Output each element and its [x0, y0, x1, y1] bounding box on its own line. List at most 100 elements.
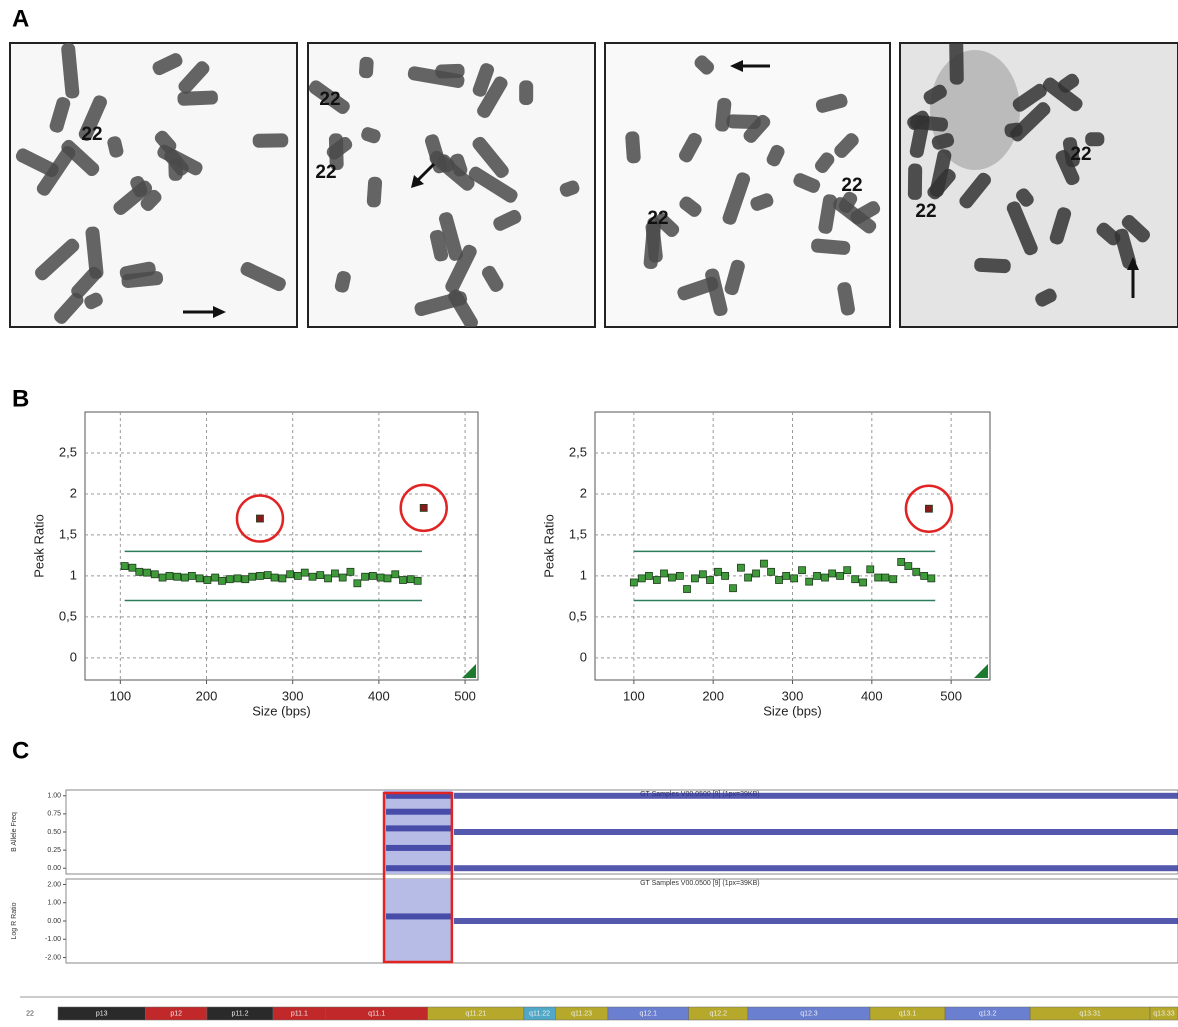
panel-label: B	[12, 385, 29, 412]
chromosomes	[308, 56, 580, 327]
chromosome	[793, 173, 821, 193]
chromosome	[359, 56, 374, 79]
band-label: q11.22	[529, 1010, 550, 1017]
data-point	[920, 572, 929, 580]
data-point	[782, 572, 791, 580]
chromosome	[177, 90, 218, 106]
data-point	[316, 571, 325, 579]
chromosome	[1096, 222, 1121, 246]
data-point	[836, 572, 844, 580]
chromosome	[654, 213, 680, 237]
data-point	[399, 576, 407, 584]
highlight-circle	[399, 483, 448, 533]
x-axis-label: Size (bps)	[763, 703, 822, 718]
chromosome	[959, 172, 991, 209]
data-point	[241, 575, 250, 584]
data-point	[645, 572, 653, 580]
y-tick-label: 0.00	[47, 918, 61, 925]
data-point	[714, 567, 722, 576]
y-tick-label: 0	[580, 649, 587, 664]
chromosome	[481, 265, 504, 292]
y-axis-label: Peak Ratio	[31, 514, 46, 578]
y-tick-label: 0	[70, 649, 77, 664]
data-point	[925, 504, 933, 513]
y-tick-label: 0.25	[47, 847, 61, 854]
chromosome	[811, 238, 851, 255]
data-point	[300, 568, 309, 577]
data-point	[729, 584, 737, 593]
y-tick-label: 0.00	[47, 865, 61, 872]
chromosome	[54, 292, 84, 324]
chromosome	[766, 144, 785, 167]
data-point	[376, 573, 385, 582]
y-tick-label: 0,5	[59, 608, 77, 623]
data-point	[737, 563, 745, 572]
data-point	[165, 572, 174, 580]
chromosome	[818, 194, 837, 234]
data-point	[308, 572, 317, 581]
y-tick-label: 2,5	[569, 444, 587, 459]
y-tick-label: 0.50	[47, 829, 61, 836]
chromosome	[519, 80, 534, 106]
chromosome	[252, 133, 289, 148]
data-point	[331, 569, 339, 578]
highlight-region	[384, 790, 452, 874]
band-label: q13.33	[1153, 1010, 1175, 1017]
data-segment	[386, 808, 452, 815]
chromosome	[429, 229, 449, 262]
chromosome	[334, 271, 351, 293]
band-label: q13.2	[979, 1010, 997, 1017]
chromosome-label: 22	[1070, 144, 1091, 165]
chromosome	[1042, 77, 1083, 112]
chromosome	[84, 292, 103, 310]
chromosome	[445, 244, 477, 294]
data-point	[293, 572, 302, 580]
data-point	[629, 578, 638, 587]
data-point	[881, 573, 890, 582]
x-tick-label: 400	[368, 688, 390, 703]
chromosome	[113, 180, 153, 215]
data-point	[181, 573, 189, 582]
chromosome	[240, 261, 286, 292]
data-segment	[386, 865, 452, 872]
chromosome	[743, 114, 771, 143]
data-point	[843, 566, 852, 575]
y-tick-label: 1.00	[47, 793, 61, 800]
chromosome	[85, 226, 104, 279]
chromosome	[931, 133, 955, 150]
band-label: q13.1	[899, 1010, 917, 1017]
chromosomes	[15, 43, 289, 324]
chromosome	[472, 63, 495, 97]
x-tick-label: 100	[623, 688, 645, 703]
chromosome	[15, 148, 59, 178]
band	[1149, 1006, 1178, 1021]
chromosome	[472, 136, 509, 179]
data-point	[859, 578, 867, 587]
data-point	[813, 572, 821, 580]
data-point	[256, 572, 264, 580]
y-tick-label: 1,5	[569, 526, 587, 541]
chromosome	[366, 176, 383, 208]
chromosome	[1006, 201, 1038, 256]
data-point	[675, 572, 684, 580]
chromosome	[1016, 188, 1034, 207]
chromosome	[168, 159, 183, 181]
plot-title: GT Samples V00.0500 [9] (1px=39KB)	[640, 880, 760, 887]
data-point	[324, 574, 332, 583]
data-segment	[453, 829, 1178, 835]
arrows	[183, 60, 1139, 318]
data-segment	[453, 792, 1178, 799]
chromosome	[152, 53, 183, 76]
chromosome	[78, 95, 107, 141]
y-tick-label: -2.00	[45, 954, 61, 961]
data-point	[706, 576, 714, 584]
data-point	[821, 573, 829, 582]
band-label: q11.1	[368, 1010, 385, 1017]
data-point	[150, 570, 159, 579]
chromosome	[679, 196, 702, 217]
data-point	[413, 576, 422, 585]
chromosome	[949, 43, 964, 85]
chromosome	[974, 257, 1011, 274]
x-tick-label: 300	[782, 688, 804, 703]
